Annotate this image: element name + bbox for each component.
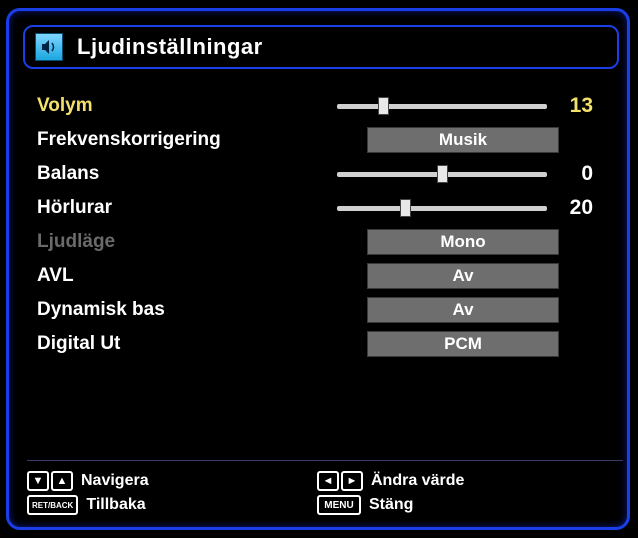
- slider-value-horlurar: 20: [559, 196, 593, 220]
- hint-navigate: ▼ ▲ Navigera: [27, 471, 317, 491]
- key-left-icon: ◄: [317, 471, 339, 491]
- setting-label-ljudlage: Ljudläge: [37, 231, 337, 253]
- setting-row-avl[interactable]: AVL Av: [37, 259, 617, 293]
- setting-value-dynbask[interactable]: Av: [337, 297, 617, 323]
- menu-panel: Ljudinställningar Volym 13 Frekvenskorrige…: [6, 8, 630, 530]
- setting-row-horlurar[interactable]: Hörlurar 20: [37, 191, 617, 225]
- setting-value-volym[interactable]: 13: [337, 94, 617, 118]
- setting-value-ljudlage[interactable]: Mono: [337, 229, 617, 255]
- hint-navigate-label: Navigera: [81, 472, 149, 490]
- setting-value-frek[interactable]: Musik: [337, 127, 617, 153]
- hint-close-label: Stäng: [369, 496, 413, 514]
- hint-close: MENU Stäng: [317, 495, 607, 515]
- slider-volym[interactable]: [337, 96, 547, 116]
- hint-back: RET/BACK Tillbaka: [27, 495, 317, 515]
- setting-label-volym: Volym: [37, 95, 337, 117]
- hint-back-label: Tillbaka: [86, 496, 145, 514]
- setting-label-digut: Digital Ut: [37, 333, 337, 355]
- slider-value-volym: 13: [559, 94, 593, 118]
- select-digut[interactable]: PCM: [367, 331, 559, 357]
- footer-separator: [27, 460, 623, 461]
- setting-label-dynbask: Dynamisk bas: [37, 299, 337, 321]
- sound-icon: [35, 33, 63, 61]
- hint-change-label: Ändra värde: [371, 472, 464, 490]
- slider-thumb[interactable]: [437, 165, 448, 183]
- setting-label-balans: Balans: [37, 163, 337, 185]
- setting-label-avl: AVL: [37, 265, 337, 287]
- settings-list: Volym 13 Frekvenskorrigering Musik Balans 0 Hö…: [37, 89, 617, 361]
- select-frek[interactable]: Musik: [367, 127, 559, 153]
- setting-label-horlurar: Hörlurar: [37, 197, 337, 219]
- footer-hints: ▼ ▲ Navigera ◄ ► Ändra värde RET/BACK Ti…: [27, 460, 623, 515]
- slider-track: [337, 206, 547, 211]
- setting-value-horlurar[interactable]: 20: [337, 196, 617, 220]
- setting-row-dynbask[interactable]: Dynamisk bas Av: [37, 293, 617, 327]
- key-retback-icon: RET/BACK: [27, 495, 78, 515]
- setting-row-ljudlage[interactable]: Ljudläge Mono: [37, 225, 617, 259]
- slider-horlurar[interactable]: [337, 198, 547, 218]
- setting-row-volym[interactable]: Volym 13: [37, 89, 617, 123]
- setting-value-avl[interactable]: Av: [337, 263, 617, 289]
- menu-header: Ljudinställningar: [23, 25, 619, 69]
- slider-thumb[interactable]: [400, 199, 411, 217]
- setting-value-balans[interactable]: 0: [337, 162, 617, 186]
- setting-value-digut[interactable]: PCM: [337, 331, 617, 357]
- setting-row-frek[interactable]: Frekvenskorrigering Musik: [37, 123, 617, 157]
- setting-label-frek: Frekvenskorrigering: [37, 129, 337, 151]
- slider-thumb[interactable]: [378, 97, 389, 115]
- select-ljudlage[interactable]: Mono: [367, 229, 559, 255]
- key-right-icon: ►: [341, 471, 363, 491]
- select-dynbask[interactable]: Av: [367, 297, 559, 323]
- select-avl[interactable]: Av: [367, 263, 559, 289]
- key-up-icon: ▲: [51, 471, 73, 491]
- slider-value-balans: 0: [559, 162, 593, 186]
- setting-row-digut[interactable]: Digital Ut PCM: [37, 327, 617, 361]
- key-down-icon: ▼: [27, 471, 49, 491]
- key-menu-icon: MENU: [317, 495, 361, 515]
- slider-track: [337, 104, 547, 109]
- setting-row-balans[interactable]: Balans 0: [37, 157, 617, 191]
- menu-title: Ljudinställningar: [77, 34, 263, 60]
- slider-balans[interactable]: [337, 164, 547, 184]
- hint-change: ◄ ► Ändra värde: [317, 471, 607, 491]
